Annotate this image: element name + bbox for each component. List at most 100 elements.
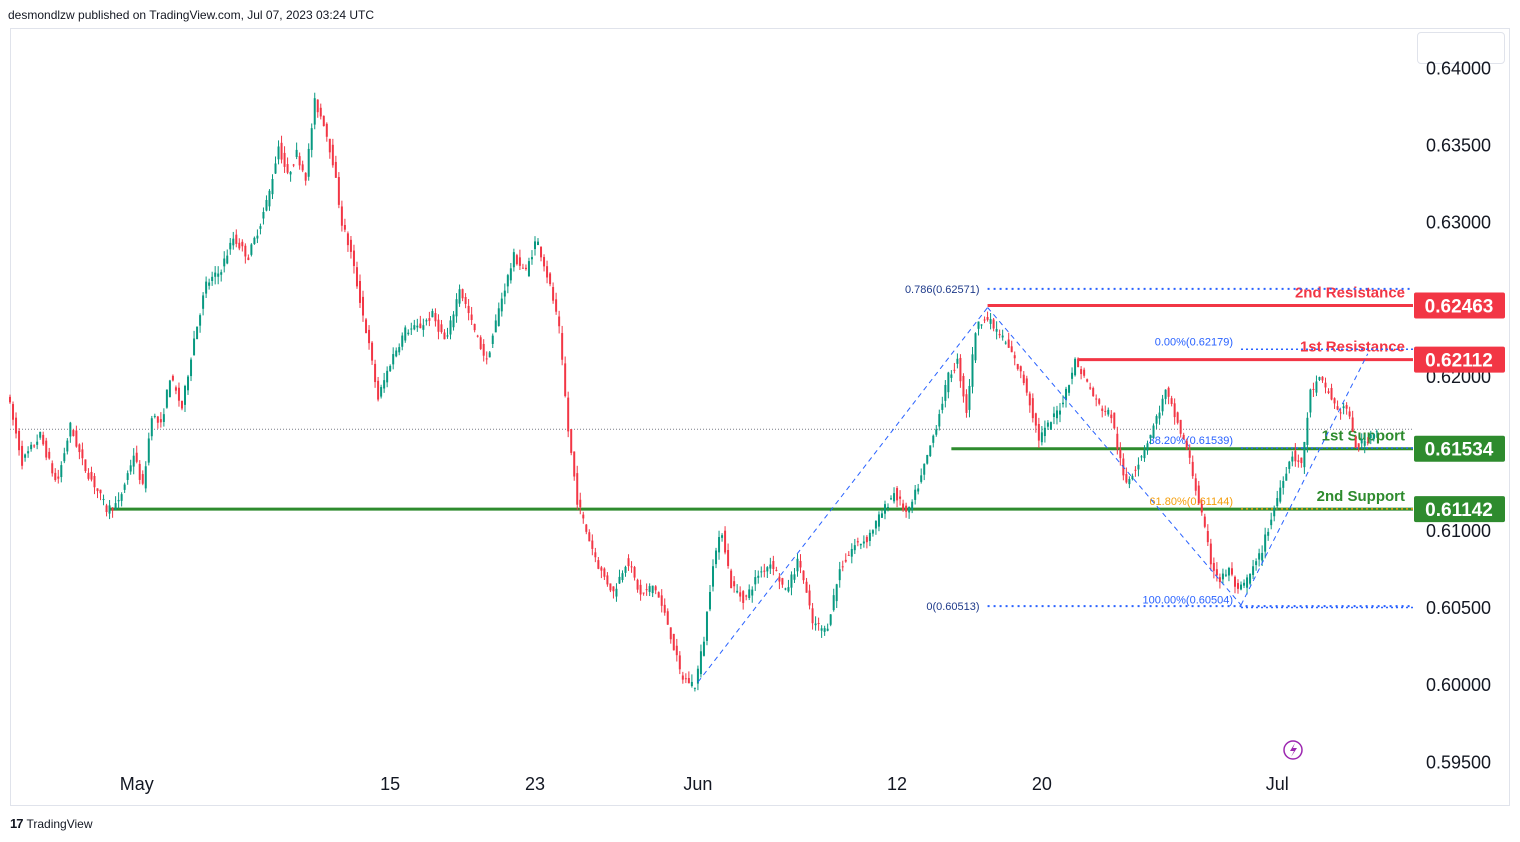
candle-up [690,674,693,688]
candle-body [449,320,452,335]
candle-up [1369,430,1372,445]
candle-body [1264,534,1267,552]
candle-up [407,329,410,336]
candle-up [1273,505,1276,522]
candle-down [1357,443,1360,452]
candle-body [1052,413,1055,417]
candle-down [1025,375,1028,396]
candle-body [1221,573,1224,580]
candle-down [1116,426,1119,455]
candle-down [72,428,75,437]
candle-body [398,347,401,353]
candle-body [582,514,585,519]
candle-up [153,413,156,419]
candle-body [1218,577,1221,583]
candle-body [1089,387,1092,389]
candle-up [533,236,536,256]
candle-down [343,218,346,233]
candle-down [811,603,814,630]
support-label: 1st Support [1322,428,1405,445]
candle-body [546,266,549,278]
candle-up [313,92,316,130]
candle-down [15,412,18,439]
candle-body [57,476,60,479]
x-tick-label: 12 [887,774,907,794]
candle-down [1098,397,1101,406]
candle-up [1243,579,1246,589]
tradingview-logo-icon: 17 [10,816,24,831]
candle-body [693,687,696,689]
candle-body [1285,473,1288,481]
candle-body [87,472,90,479]
candle-body [917,488,920,492]
candle-body [1330,387,1333,400]
candle-body [331,144,334,166]
fibonacci-lines: 0.786(0.62571) 0(0.60513) 0.00%(0.62179) 38… [905,284,1413,613]
candle-body [865,536,868,543]
candle-down [1209,538,1212,571]
candle-up [829,614,832,627]
candle-up [1375,429,1378,438]
candle-body [117,499,120,502]
candle-up [289,170,292,182]
candle-down [377,376,380,402]
candle-up [69,421,72,443]
candle-down [485,351,488,365]
candle-down [654,585,657,595]
candle-up [114,496,117,511]
candle-body [672,633,675,651]
candle-body [108,505,111,514]
candle-body [874,520,877,529]
candle-body [573,451,576,477]
candle-up [277,140,280,165]
candle-body [1224,574,1227,576]
candle-body [482,343,485,356]
candle-body [841,566,844,568]
candle-down [669,627,672,644]
candle-down [292,163,295,168]
candle-body [410,328,413,330]
candle-up [1049,421,1052,430]
candle-body [337,177,340,205]
candle-down [742,590,745,610]
candle-body [377,380,380,400]
candle-down [1327,388,1330,395]
candle-up [748,584,751,601]
candle-body [642,592,645,594]
candle-body [431,311,434,318]
candle-down [1333,397,1336,409]
candle-body [724,530,727,553]
candle-body [533,241,536,250]
candle-body [187,376,190,391]
candle-body [621,573,624,581]
candle-up [509,262,512,284]
candle-body [256,235,259,239]
candle-body [141,474,144,484]
candle-body [669,627,672,640]
candle-body [217,273,220,277]
candle-body [9,396,11,403]
resistance-label: 2nd Resistance [1295,284,1405,301]
candle-body [1324,382,1327,388]
candle-body [419,323,422,329]
candle-down [1176,411,1179,425]
candle-down [1212,557,1215,579]
candle-up [392,347,395,370]
candle-down [1354,434,1357,448]
candle-body [319,107,322,117]
y-axis: 0.640000.635000.630000.620000.610000.605… [1426,59,1491,773]
candle-body [1354,437,1357,448]
candle-body [1025,378,1028,393]
candle-down [802,570,805,584]
candle-down [1366,437,1369,446]
candle-body [51,463,54,474]
candle-up [850,543,853,564]
candle-down [298,152,301,170]
chart-settings-box[interactable] [1417,32,1505,64]
candle-body [497,308,500,326]
lightning-icon[interactable] [1283,740,1303,760]
candle-body [253,237,256,245]
candle-body [757,575,760,578]
candle-body [992,319,995,329]
